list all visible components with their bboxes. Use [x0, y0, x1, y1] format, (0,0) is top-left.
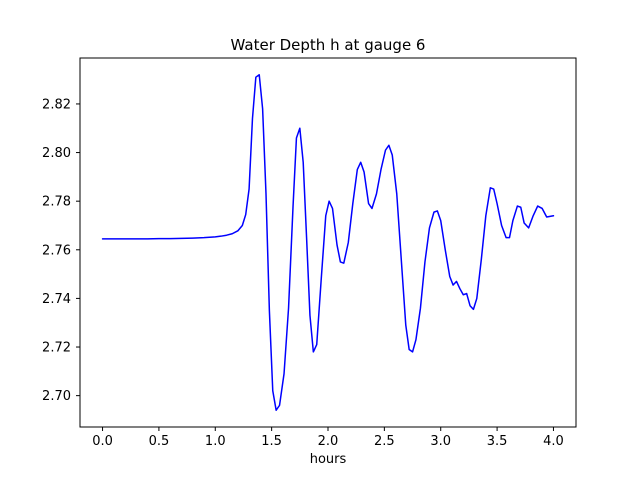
- chart-title: Water Depth h at gauge 6: [230, 36, 426, 54]
- x-tick-label: 0.0: [92, 434, 113, 449]
- x-tick-label: 1.5: [261, 434, 282, 449]
- x-tick-label: 3.0: [430, 434, 451, 449]
- y-tick-label: 2.70: [42, 389, 71, 404]
- x-tick-label: 3.5: [487, 434, 508, 449]
- y-tick-label: 2.82: [42, 97, 71, 112]
- x-tick-label: 2.5: [374, 434, 395, 449]
- y-tick-label: 2.78: [42, 195, 71, 210]
- y-tick-label: 2.74: [42, 292, 71, 307]
- y-tick-label: 2.76: [42, 243, 71, 258]
- x-tick-label: 0.5: [149, 434, 170, 449]
- series-line: [101, 74, 555, 411]
- x-axis-label: hours: [309, 452, 347, 467]
- x-tick-label: 2.0: [318, 434, 339, 449]
- axes-frame: [79, 57, 577, 428]
- x-tick-label: 1.0: [205, 434, 226, 449]
- x-tick-label: 4.0: [543, 434, 564, 449]
- y-tick-label: 2.80: [42, 146, 71, 161]
- y-tick-label: 2.72: [42, 341, 71, 356]
